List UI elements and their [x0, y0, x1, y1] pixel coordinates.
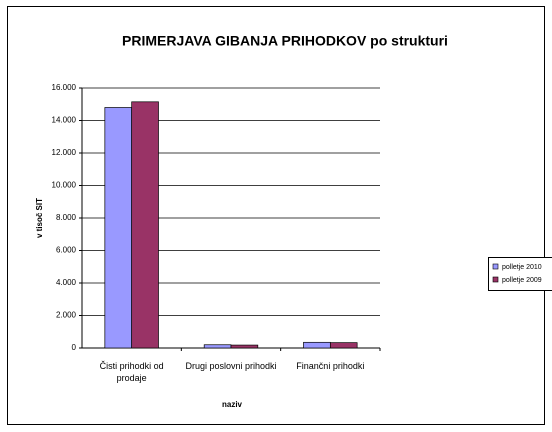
legend-label: polletje 2010 [502, 264, 542, 271]
bar [104, 107, 133, 349]
legend-swatch [492, 276, 499, 283]
legend-label: polletje 2009 [502, 277, 542, 284]
y-tick-label: 12.000 [52, 148, 77, 157]
bar [131, 101, 159, 349]
y-tick-label: 10.000 [52, 181, 77, 190]
legend-box [488, 257, 552, 291]
chart-title: PRIMERJAVA GIBANJA PRIHODKOV po struktur… [122, 33, 448, 49]
bar [230, 344, 259, 349]
x-tick-label: Drugi poslovni prihodki [185, 361, 277, 371]
x-tick-label: Finančni prihodki [296, 361, 365, 371]
bar [329, 342, 358, 349]
y-tick-label: 16.000 [52, 83, 77, 92]
chart-border [7, 6, 545, 425]
y-axis-label: v tisoč SIT [35, 198, 44, 238]
y-tick-label: 0 [72, 343, 77, 352]
legend-swatch [492, 263, 499, 270]
bar [203, 344, 232, 349]
y-tick-label: 2.000 [56, 311, 77, 320]
x-axis-label: naziv [222, 400, 243, 409]
x-tick-label: Čisti prihodki od prodaje [99, 361, 164, 383]
y-tick-label: 6.000 [56, 246, 77, 255]
y-tick-label: 14.000 [52, 116, 77, 125]
bar [303, 341, 331, 349]
y-tick-label: 8.000 [56, 213, 77, 222]
y-tick-label: 4.000 [56, 278, 77, 287]
